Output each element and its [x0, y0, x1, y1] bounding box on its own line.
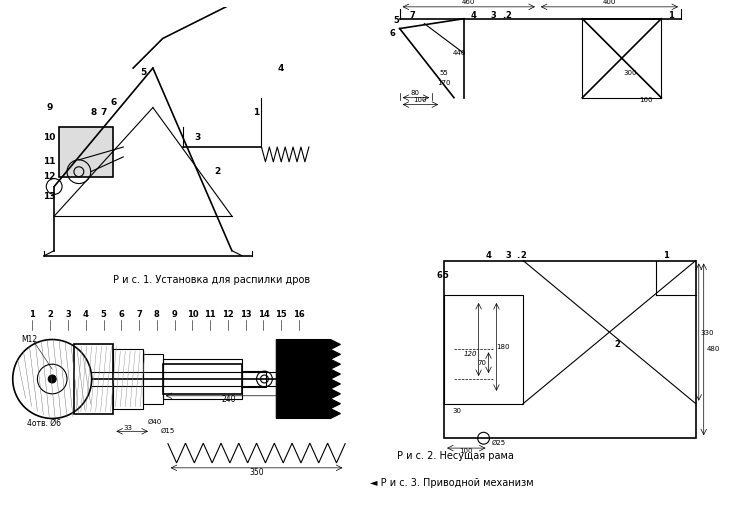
- Bar: [242, 371, 266, 387]
- Bar: [143, 354, 163, 404]
- Text: 11: 11: [204, 310, 216, 319]
- Text: .: .: [502, 11, 505, 20]
- Text: 30: 30: [452, 408, 461, 413]
- Text: 9: 9: [172, 310, 178, 319]
- Text: 80: 80: [411, 90, 420, 96]
- Text: 180: 180: [496, 344, 510, 351]
- Polygon shape: [276, 339, 340, 419]
- Text: 170: 170: [437, 80, 451, 86]
- Text: 14: 14: [257, 310, 269, 319]
- Text: 12: 12: [222, 310, 234, 319]
- Text: 4отв. Ø6: 4отв. Ø6: [27, 419, 62, 428]
- Text: 4: 4: [82, 310, 88, 319]
- Text: 5: 5: [100, 310, 106, 319]
- Bar: [444, 261, 696, 438]
- Text: 55: 55: [440, 70, 448, 76]
- Text: 3: 3: [194, 132, 200, 142]
- Text: 4: 4: [485, 251, 491, 260]
- Bar: [113, 350, 143, 409]
- Text: 1: 1: [29, 310, 35, 319]
- Text: Ø25: Ø25: [491, 440, 506, 446]
- Text: 8: 8: [91, 108, 97, 117]
- Text: 16: 16: [293, 310, 304, 319]
- Text: 4: 4: [471, 11, 477, 20]
- Text: 2: 2: [614, 340, 620, 349]
- Text: 1: 1: [254, 108, 260, 117]
- Text: 6: 6: [390, 29, 396, 38]
- Text: 1: 1: [668, 11, 674, 20]
- Text: 8: 8: [154, 310, 160, 319]
- Bar: [163, 359, 242, 399]
- Text: 6: 6: [118, 310, 124, 319]
- Text: 2: 2: [506, 11, 512, 20]
- Text: 100: 100: [414, 97, 428, 103]
- Text: 100: 100: [459, 448, 472, 454]
- Text: 7: 7: [100, 108, 106, 117]
- Text: Р и с. 1. Установка для распилки дров: Р и с. 1. Установка для распилки дров: [113, 275, 310, 285]
- Text: .: .: [517, 251, 520, 260]
- Text: 460: 460: [462, 0, 476, 5]
- Text: 33: 33: [124, 426, 133, 431]
- Text: 7: 7: [136, 310, 142, 319]
- Text: 6: 6: [110, 98, 116, 107]
- Text: 160: 160: [640, 97, 653, 103]
- Text: Ø15: Ø15: [160, 428, 175, 434]
- Text: 13: 13: [43, 192, 56, 201]
- Text: 240: 240: [222, 395, 236, 404]
- Bar: [444, 295, 523, 404]
- Text: Ø40: Ø40: [148, 419, 162, 425]
- Text: M12: M12: [22, 335, 38, 344]
- Text: 5: 5: [394, 16, 400, 25]
- Text: 350: 350: [249, 468, 264, 477]
- Text: 2: 2: [520, 251, 526, 260]
- Text: 4: 4: [278, 63, 284, 72]
- Text: 2: 2: [214, 167, 220, 176]
- Text: 400: 400: [602, 0, 616, 5]
- Text: 480: 480: [707, 346, 720, 352]
- Text: 120: 120: [464, 351, 478, 358]
- Text: 6: 6: [436, 271, 442, 280]
- Text: ◄ Р и с. 3. Приводной механизм: ◄ Р и с. 3. Приводной механизм: [370, 478, 534, 488]
- Text: 9: 9: [46, 103, 53, 112]
- Text: 3: 3: [490, 11, 496, 20]
- Text: Р и с. 2. Несущая рама: Р и с. 2. Несущая рама: [397, 451, 514, 461]
- Text: 10: 10: [43, 132, 56, 142]
- Text: 300: 300: [623, 70, 637, 76]
- Text: 1: 1: [663, 251, 669, 260]
- Text: 70: 70: [477, 360, 486, 366]
- Bar: [163, 364, 242, 394]
- Text: 2: 2: [47, 310, 53, 319]
- Text: 3: 3: [65, 310, 71, 319]
- Bar: [74, 344, 113, 413]
- Text: 3: 3: [506, 251, 512, 260]
- Text: 330: 330: [701, 330, 715, 336]
- Text: 5: 5: [140, 69, 146, 78]
- Text: 12: 12: [43, 172, 56, 181]
- Text: 10: 10: [187, 310, 198, 319]
- Circle shape: [48, 375, 56, 383]
- Text: 13: 13: [240, 310, 251, 319]
- Bar: [59, 127, 113, 177]
- Text: 440: 440: [452, 50, 466, 56]
- Text: 15: 15: [275, 310, 287, 319]
- Text: 5: 5: [442, 271, 448, 280]
- Text: 11: 11: [43, 157, 56, 167]
- Text: 7: 7: [410, 11, 416, 20]
